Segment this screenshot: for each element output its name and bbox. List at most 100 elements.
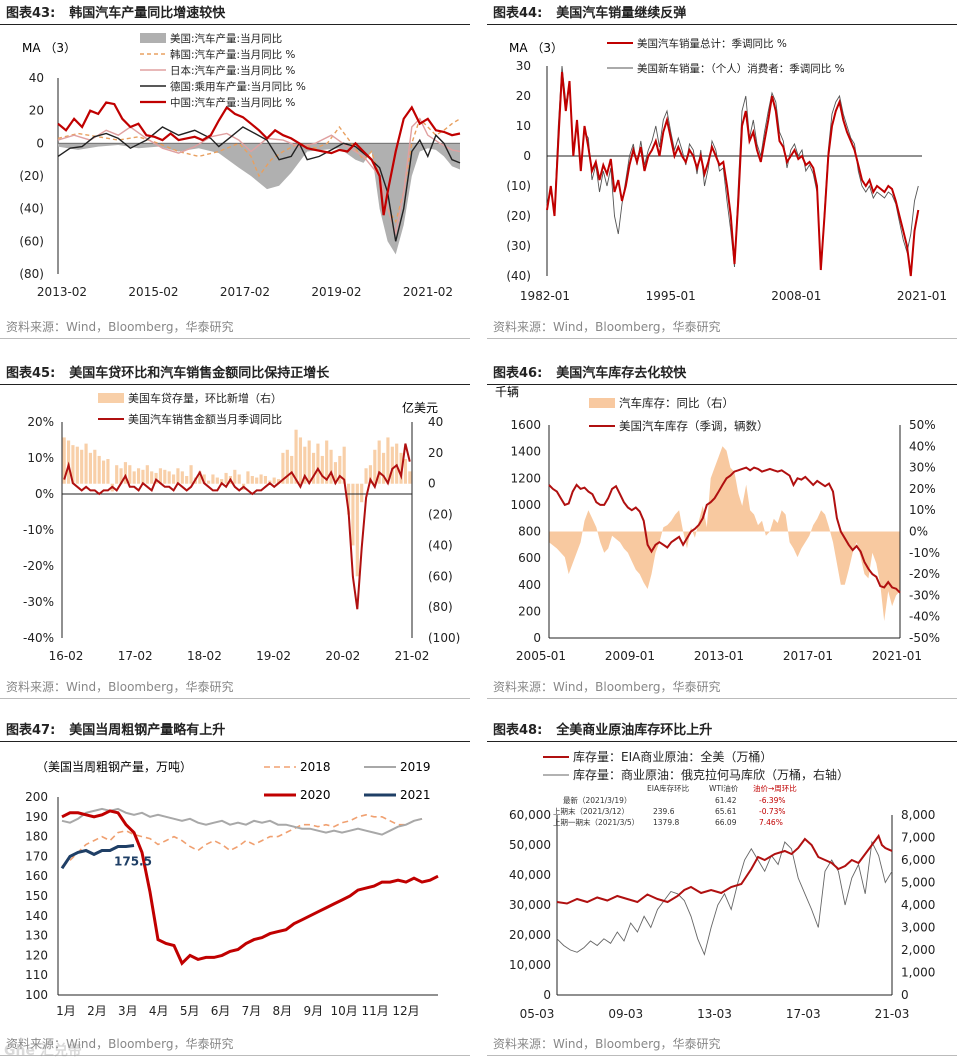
x-tick-label: 2021-01 xyxy=(897,289,947,303)
legend-item-label: 德国:乘用车产量:当月同比 % xyxy=(170,80,306,93)
bar xyxy=(233,469,237,484)
chart-46-svg: 千辆 1600 1400 1200 1000 800 600 400 200 0 50% 40% 30%… xyxy=(495,385,940,663)
y-tick-label-right: 50% xyxy=(909,418,936,432)
legend-item-label: 美国车贷存量，环比新增（右） xyxy=(128,391,282,405)
x-tick-label: 19-02 xyxy=(256,649,291,663)
bar xyxy=(408,471,412,484)
unit-label: （美国当周粗钢产量，万吨） xyxy=(36,760,192,774)
bar xyxy=(338,455,342,484)
y-tick-label-left: 1200 xyxy=(510,471,541,485)
x-tick-label: 10月 xyxy=(331,1004,358,1018)
bar xyxy=(403,459,408,484)
bar xyxy=(176,468,180,484)
bar xyxy=(259,474,263,484)
y-tick-label: 190 xyxy=(25,810,48,824)
chart-panel-47: 图表47: 美国当周粗钢产量略有上升 （美国当周粗钢产量，万吨） 200 190 180… xyxy=(0,717,470,1062)
x-tick-label: 5月 xyxy=(180,1004,200,1018)
watermark: Ghe 汇兑帝 xyxy=(4,1043,82,1059)
y-tick-label-right: 5,000 xyxy=(901,876,935,890)
y-tick-label-right: 8,000 xyxy=(901,808,935,822)
x-tick-label: 21-03 xyxy=(875,1007,910,1021)
bar xyxy=(145,465,149,484)
table-header: WTI油价 xyxy=(709,783,739,793)
bar xyxy=(215,477,219,484)
title-rule xyxy=(487,24,957,25)
series-line-cushing xyxy=(556,840,893,956)
table-cell: -0.73% xyxy=(759,807,786,816)
y-tick-label: 170 xyxy=(25,849,48,863)
series-line-2019 xyxy=(61,807,423,836)
x-tick-label: 2017-01 xyxy=(783,649,833,663)
y-tick-label-left: 0 xyxy=(533,631,541,645)
bar xyxy=(128,465,132,484)
table-cell: 66.09 xyxy=(715,818,737,827)
bar xyxy=(294,429,298,484)
chart-title: 图表45: 美国车贷环比和汽车销售金额同比保持正增长 xyxy=(6,366,330,381)
y-tick-label: 20 xyxy=(29,104,44,118)
chart-source: 资料来源：Wind，Bloomberg，华泰研究 xyxy=(6,680,234,694)
chart-panel-43: 图表43: 韩国汽车产量同比增速较快 MA （3） 40 20 0 (20) (40) (60… xyxy=(0,0,470,345)
x-tick-label: 1995-01 xyxy=(646,289,696,303)
bar xyxy=(141,469,145,484)
bar xyxy=(88,452,93,484)
chart-source: 资料来源：Wind，Bloomberg，华泰研究 xyxy=(6,320,234,334)
y-tick-label-right: -40% xyxy=(909,610,940,624)
bar xyxy=(325,440,329,484)
y-tick-label-left: 20,000 xyxy=(509,928,551,942)
y-tick-label-left: -30% xyxy=(23,595,54,609)
bar xyxy=(368,465,373,484)
legend-item-swatch xyxy=(140,33,166,43)
bar xyxy=(377,440,381,484)
y-tick-label-right: -20% xyxy=(909,567,940,581)
y-tick-label: (30) xyxy=(506,239,531,253)
bar xyxy=(119,468,123,484)
x-tick-label: 20-02 xyxy=(325,649,360,663)
chart-source: 资料来源：Wind，Bloomberg，华泰研究 xyxy=(493,1037,721,1051)
y-tick-label-right: -30% xyxy=(909,588,940,602)
bar xyxy=(101,460,106,484)
legend-label: 2019 xyxy=(400,760,431,774)
y-tick-label: 10 xyxy=(516,119,531,133)
legend-item-label: 美国汽车库存（季调，辆数） xyxy=(619,419,769,433)
x-tick-label: 2021-01 xyxy=(872,649,922,663)
y-tick-label-left: 0 xyxy=(543,988,551,1002)
y-tick-label: 160 xyxy=(25,869,48,883)
series-line-美国汽车销量总计 xyxy=(546,71,920,277)
series-area-美国 xyxy=(58,143,460,255)
x-tick-label: 7月 xyxy=(242,1004,262,1018)
title-rule xyxy=(0,741,470,742)
y-tick-label-left: 60,000 xyxy=(509,808,551,822)
bar xyxy=(276,479,281,484)
source-rule xyxy=(0,698,470,699)
x-tick-label: 4月 xyxy=(149,1004,169,1018)
series-line-us xyxy=(556,833,893,905)
bar xyxy=(246,471,250,484)
bar xyxy=(62,437,66,484)
y-tick-label-left: 400 xyxy=(518,578,541,592)
x-tick-label: 2013-01 xyxy=(694,649,744,663)
y-tick-label: 0 xyxy=(523,149,531,163)
table-cell: 上期一期末（2021/3/5） xyxy=(553,817,639,827)
bar xyxy=(224,472,228,484)
chart-title: 图表47: 美国当周粗钢产量略有上升 xyxy=(6,723,226,738)
y-tick-label: 100 xyxy=(25,988,48,1002)
chart-title: 图表44: 美国汽车销量继续反弹 xyxy=(493,6,687,21)
legend-item-label: 库存量：商业原油：俄克拉何马库欣（万桶，右轴） xyxy=(573,767,849,782)
unit-label-left: 千辆 xyxy=(495,385,519,399)
y-tick-label-left: -20% xyxy=(23,559,54,573)
y-tick-label-left: 50,000 xyxy=(509,838,551,852)
bar xyxy=(395,443,399,484)
x-tick-label: 2015-02 xyxy=(128,285,178,299)
y-tick-label-right: 40% xyxy=(909,439,936,453)
chart-panel-44: 图表44: 美国汽车销量继续反弹 MA （3） 30 20 10 0 (10) (20) (30… xyxy=(487,0,957,345)
bar xyxy=(202,474,206,484)
legend-item-label: 美国新车销量：（个人）消费者：季调同比 % xyxy=(637,62,845,75)
legend-item-swatch xyxy=(98,393,124,403)
chart-45-svg: 亿美元 20% 10% 0% -10% -20% -30% -40% 40 20 0 (20) (40)… xyxy=(23,391,460,663)
y-tick-label-left: -10% xyxy=(23,523,54,537)
bar xyxy=(220,479,224,484)
series-line-韩国 xyxy=(57,117,461,224)
bar xyxy=(250,476,254,484)
legend-item-label: 汽车库存：同比（右） xyxy=(619,396,734,410)
x-tick-label: 3月 xyxy=(118,1004,138,1018)
